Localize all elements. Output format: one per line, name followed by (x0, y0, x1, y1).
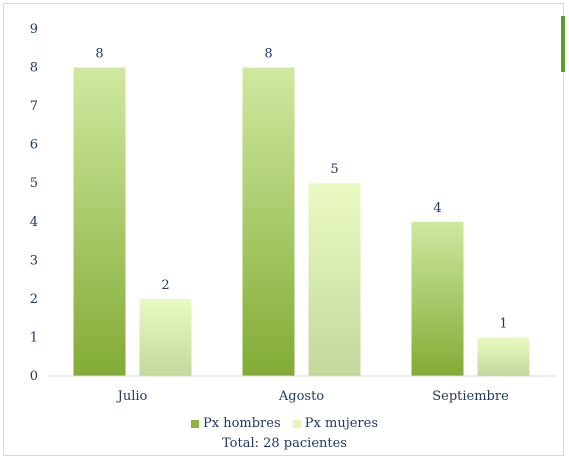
y-tick-label: 4 (30, 215, 38, 230)
y-axis: 0 1 2 3 4 5 6 7 8 9 (30, 22, 38, 384)
y-tick-label: 9 (30, 22, 38, 37)
bar-men (242, 67, 295, 377)
accent-bar (561, 16, 565, 72)
y-tick-label: 0 (30, 369, 38, 384)
legend-label-women: Px mujeres (304, 416, 378, 431)
x-axis: Julio Agosto Septiembre (48, 375, 555, 404)
legend-swatch-men (191, 419, 199, 428)
data-label: 2 (161, 278, 169, 293)
bar-men (411, 221, 464, 376)
x-category-label: Septiembre (432, 389, 509, 404)
y-tick-label: 8 (30, 61, 38, 76)
data-label: 1 (499, 316, 507, 331)
data-label: 8 (95, 47, 103, 62)
legend: Px hombres Px mujeres (0, 416, 569, 431)
bar-men (73, 67, 126, 377)
y-tick-label: 5 (30, 176, 38, 191)
data-labels-group: 8 2 8 5 4 1 (95, 47, 507, 332)
y-tick-label: 2 (30, 292, 38, 307)
legend-swatch-women (292, 419, 301, 428)
total-note: Total: 28 pacientes (222, 436, 347, 451)
data-label: 4 (433, 201, 441, 216)
bars-group (73, 67, 530, 377)
bar-women (477, 337, 530, 376)
data-label: 8 (264, 47, 272, 62)
y-tick-label: 1 (30, 330, 38, 345)
bar-women (139, 298, 192, 376)
y-tick-label: 3 (30, 253, 38, 268)
data-label: 5 (330, 162, 338, 177)
y-tick-label: 7 (30, 99, 38, 114)
legend-label-men: Px hombres (203, 416, 281, 431)
legend-item-women: Px mujeres (292, 416, 378, 431)
x-category-label: Agosto (278, 389, 324, 404)
legend-item-men: Px hombres (191, 416, 281, 431)
x-category-label: Julio (116, 389, 148, 404)
bar-women (308, 183, 361, 376)
y-tick-label: 6 (30, 138, 38, 153)
